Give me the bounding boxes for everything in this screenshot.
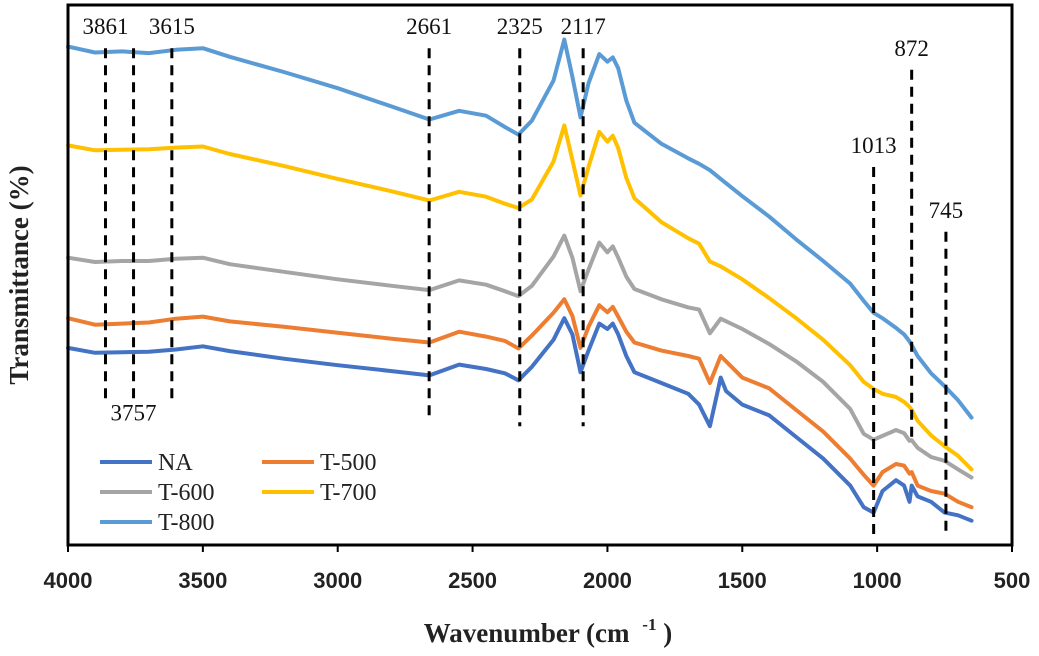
x-axis-ticks: 4000 3500 3000 2500 2000 1500 1000 500 xyxy=(44,545,1031,593)
x-tick-label: 500 xyxy=(994,568,1031,593)
x-tick-label: 3500 xyxy=(178,568,227,593)
annotation-label-3615: 3615 xyxy=(149,14,195,39)
legend-label-t-800: T-800 xyxy=(158,510,214,536)
legend: NA T-500 T-600 T-700 T-800 xyxy=(100,450,376,536)
annotation-label-3757: 3757 xyxy=(111,401,157,426)
x-tick-label: 4000 xyxy=(44,568,93,593)
y-axis-title: Transmittance (%) xyxy=(4,165,34,384)
x-tick-label: 2500 xyxy=(448,568,497,593)
x-tick-label: 2000 xyxy=(583,568,632,593)
x-tick-label: 3000 xyxy=(313,568,362,593)
series-line-t-600 xyxy=(66,233,974,480)
legend-label-na: NA xyxy=(158,450,193,476)
annotation-label-3861: 3861 xyxy=(82,14,128,39)
series-line-t-700 xyxy=(66,123,974,472)
series-layer xyxy=(66,37,974,523)
annotation-label-2325: 2325 xyxy=(497,14,543,39)
annotation-label-1013: 1013 xyxy=(851,133,897,158)
x-axis-title-sup: -1 xyxy=(642,615,656,634)
plot-frame xyxy=(66,3,1014,547)
legend-label-t-600: T-600 xyxy=(158,480,214,506)
series-line-t-500 xyxy=(66,297,974,510)
annotation-label-2661: 2661 xyxy=(406,14,452,39)
annotation-label-872: 872 xyxy=(894,36,929,61)
x-tick-label: 1000 xyxy=(853,568,902,593)
x-axis-title-main: Wavenumber (cm xyxy=(424,618,630,648)
annotation-label-2117: 2117 xyxy=(561,14,606,39)
annotation-layer: 3861 3757 3615 2661 2325 2117 1013 872 745 xyxy=(82,14,964,535)
annotation-label-745: 745 xyxy=(929,198,964,223)
series-line-t-800 xyxy=(66,37,974,420)
legend-label-t-500: T-500 xyxy=(320,450,376,476)
legend-label-t-700: T-700 xyxy=(320,480,376,506)
x-axis-title-close: ) xyxy=(663,618,672,648)
x-axis-title: Wavenumber (cm -1 ) xyxy=(424,606,672,648)
x-tick-label: 1500 xyxy=(718,568,767,593)
series-line-na xyxy=(66,316,974,523)
